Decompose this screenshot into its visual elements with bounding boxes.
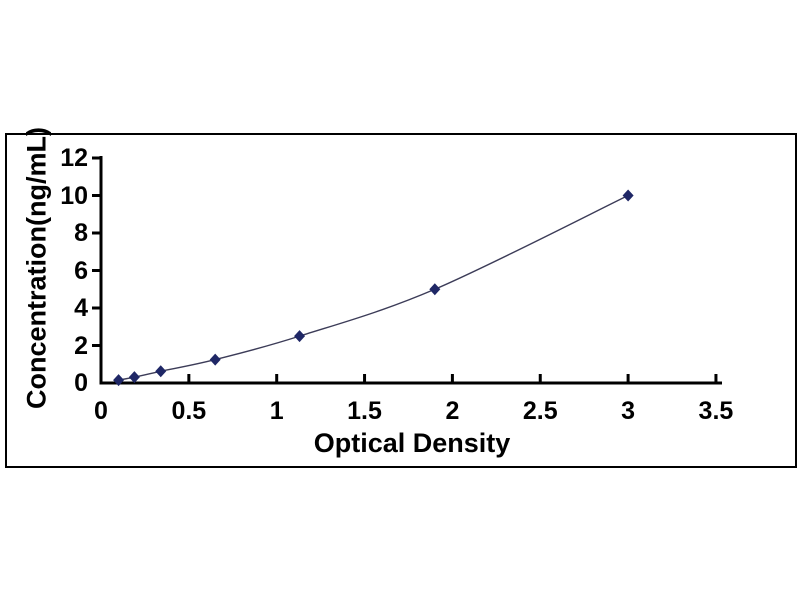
x-axis-title: Optical Density bbox=[313, 428, 511, 458]
x-tick-label: 1.5 bbox=[347, 397, 382, 425]
y-axis-title: Concentration(ng/mL) bbox=[21, 127, 52, 409]
x-tick-label: 2.5 bbox=[522, 397, 558, 425]
x-tick-label: 0 bbox=[94, 397, 108, 425]
chart-frame bbox=[5, 133, 797, 468]
data-point-marker bbox=[294, 330, 306, 343]
y-tick-label: 10 bbox=[60, 181, 88, 210]
y-tick-label: 2 bbox=[74, 331, 88, 360]
x-tick-label: 1 bbox=[269, 397, 284, 425]
y-tick-label: 4 bbox=[74, 294, 88, 322]
data-point-marker bbox=[128, 371, 140, 384]
x-tick-label: 2 bbox=[445, 397, 460, 425]
data-point-marker bbox=[113, 374, 125, 387]
x-tick-label: 3 bbox=[621, 397, 636, 425]
data-point-marker bbox=[209, 353, 221, 366]
y-tick-label: 12 bbox=[60, 144, 88, 172]
y-tick-label: 6 bbox=[74, 256, 88, 285]
x-tick-label: 0.5 bbox=[171, 397, 207, 425]
data-point-marker bbox=[155, 365, 167, 378]
y-tick-label: 0 bbox=[74, 369, 88, 397]
x-tick-label: 3.5 bbox=[698, 397, 734, 425]
data-point-marker bbox=[429, 283, 441, 296]
y-tick-label: 8 bbox=[74, 219, 88, 247]
curve-line bbox=[118, 194, 629, 381]
data-point-marker bbox=[622, 189, 634, 202]
